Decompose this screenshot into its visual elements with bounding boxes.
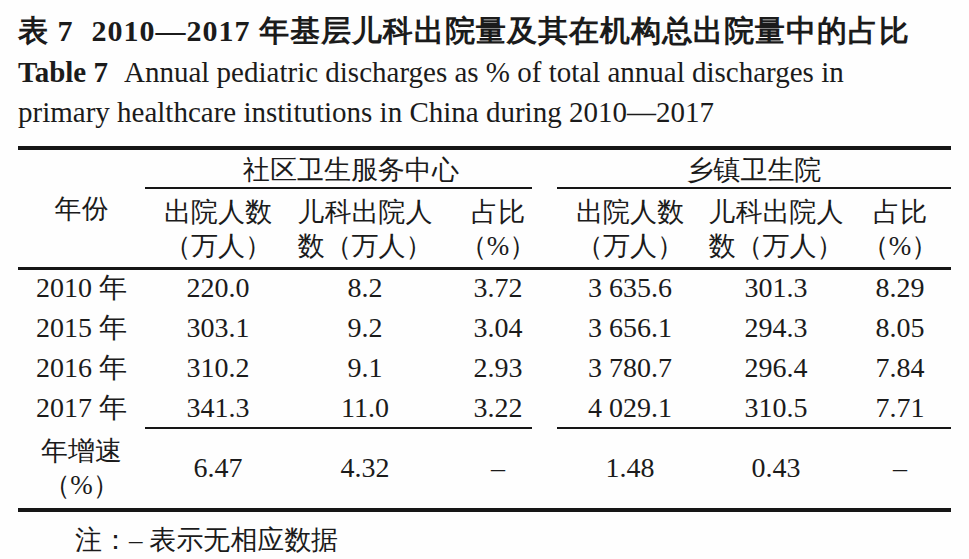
- row-growth-cell: 4.32: [291, 428, 439, 508]
- row-2010-cell: 301.3: [703, 268, 849, 308]
- row-2017-cell: 341.3: [145, 388, 291, 428]
- row-2016-year: 2016 年: [18, 348, 145, 388]
- column-header-year: 年份: [18, 150, 145, 268]
- table-label-en: Table 7: [18, 56, 108, 88]
- spanner-rule-group2: [557, 187, 951, 189]
- row-2010-year: 2010 年: [18, 268, 145, 308]
- row-2010-cell: 3 635.6: [557, 268, 703, 308]
- paper-table-page: 表 7 2010—2017 年基层儿科出院量及其在机构总出院量中的占比 Table…: [0, 0, 969, 559]
- row-2017-cell: 11.0: [291, 388, 439, 428]
- row-2017-cell: 7.71: [849, 388, 951, 428]
- column-header-pediatric-discharges-2: 儿科出院人 数（万人）: [703, 190, 849, 268]
- data-table: 年份 社区卫生服务中心 乡镇卫生院 出院人数 （万人） 儿科出院人 数（万人） …: [18, 146, 951, 512]
- column-header-proportion-1: 占比 （%）: [439, 190, 557, 268]
- row-2010-cell: 8.2: [291, 268, 439, 308]
- table-caption-en: Table 7 Annual pediatric discharges as % …: [18, 52, 951, 132]
- row-2015-cell: 303.1: [145, 308, 291, 348]
- row-2010-cell: 3.72: [439, 268, 557, 308]
- row-growth-cell: 6.47: [145, 428, 291, 508]
- column-header-pediatric-discharges-1: 儿科出院人 数（万人）: [291, 190, 439, 268]
- table-title-en-line1: Annual pediatric discharges as % of tota…: [124, 56, 844, 88]
- row-growth-cell: –: [439, 428, 557, 508]
- header-bottom-rule: [18, 267, 951, 270]
- table-title-zh: 2010—2017 年基层儿科出院量及其在机构总出院量中的占比: [92, 14, 911, 47]
- row-2015-cell: 8.05: [849, 308, 951, 348]
- column-header-proportion-2: 占比 （%）: [849, 190, 951, 268]
- row-2017-cell: 4 029.1: [557, 388, 703, 428]
- group-header-township-health-centers: 乡镇卫生院: [557, 150, 951, 190]
- row-2016-cell: 296.4: [703, 348, 849, 388]
- row-2015-cell: 3 656.1: [557, 308, 703, 348]
- column-header-discharges-2: 出院人数 （万人）: [557, 190, 703, 268]
- row-growth-cell: 1.48: [557, 428, 703, 508]
- table-label-zh: 表 7: [18, 14, 74, 47]
- row-2016-cell: 3 780.7: [557, 348, 703, 388]
- row-2015-cell: 294.3: [703, 308, 849, 348]
- spanner-rule-group1: [145, 187, 532, 189]
- row-growth-cell: –: [849, 428, 951, 508]
- growth-row-top-rule-group1: [145, 427, 532, 429]
- row-growth-cell: 0.43: [703, 428, 849, 508]
- group-header-community-health-centers: 社区卫生服务中心: [145, 150, 557, 190]
- table-title-en-line2: primary healthcare institutions in China…: [18, 96, 714, 128]
- row-2016-cell: 9.1: [291, 348, 439, 388]
- row-2010-cell: 8.29: [849, 268, 951, 308]
- row-growth-label: 年增速 （%）: [18, 428, 145, 508]
- row-2017-cell: 310.5: [703, 388, 849, 428]
- row-2015-cell: 3.04: [439, 308, 557, 348]
- row-2016-cell: 310.2: [145, 348, 291, 388]
- table-note: 注：– 表示无相应数据: [75, 522, 951, 558]
- row-2015-cell: 9.2: [291, 308, 439, 348]
- table-caption-zh: 表 7 2010—2017 年基层儿科出院量及其在机构总出院量中的占比: [18, 12, 951, 50]
- row-2010-cell: 220.0: [145, 268, 291, 308]
- row-2016-cell: 7.84: [849, 348, 951, 388]
- growth-row-top-rule-group2: [557, 427, 951, 429]
- row-2015-year: 2015 年: [18, 308, 145, 348]
- column-header-discharges-1: 出院人数 （万人）: [145, 190, 291, 268]
- row-2017-cell: 3.22: [439, 388, 557, 428]
- row-2017-year: 2017 年: [18, 388, 145, 428]
- row-2016-cell: 2.93: [439, 348, 557, 388]
